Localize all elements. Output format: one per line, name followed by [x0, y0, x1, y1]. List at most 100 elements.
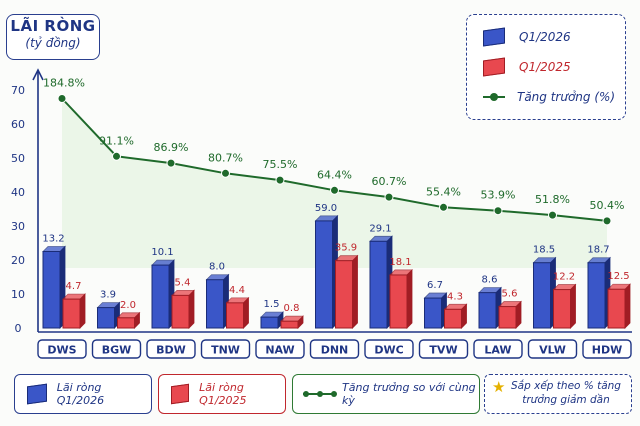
growth-label: 86.9% — [154, 141, 189, 154]
growth-label: 80.7% — [208, 151, 243, 164]
y-tick-label: 20 — [11, 254, 25, 267]
bar-q2026 — [260, 316, 279, 329]
bar-q2026 — [424, 297, 442, 329]
bar-q2026 — [42, 251, 61, 329]
growth-point — [166, 158, 176, 168]
blue-bar-swatch-icon — [27, 383, 47, 405]
category-label: VLW — [539, 344, 566, 357]
data-label-q2026: 1.5 — [264, 299, 280, 310]
data-label-q2026: 59.0 — [315, 203, 337, 214]
data-label-q2025: 4.7 — [66, 281, 82, 292]
category-label: DNN — [321, 344, 349, 357]
y-tick-label: 60 — [11, 118, 25, 131]
data-label-q2025: 4.4 — [229, 285, 245, 296]
bar-q2025 — [498, 306, 517, 329]
growth-point — [330, 185, 339, 195]
star-icon: ★ — [492, 378, 506, 396]
sort-note: Sắp xếp theo % tăng trưởng giảm dần — [511, 380, 621, 406]
chart-title: LÃI RÒNG — [10, 17, 96, 35]
category-box — [527, 339, 578, 359]
y-tick-label: 40 — [11, 186, 25, 199]
data-label-q2026: 8.0 — [209, 262, 225, 273]
green-line-swatch-icon — [483, 93, 505, 101]
bar-q2026 — [206, 279, 224, 329]
bottom-legend-note: ★ Sắp xếp theo % tăng trưởng giảm dần — [484, 374, 632, 414]
data-label-q2026: 18.7 — [587, 245, 609, 256]
bar-q2025 — [607, 288, 626, 329]
category-box — [37, 339, 87, 359]
category-box — [473, 339, 523, 359]
data-label-q2026: 18.5 — [533, 245, 555, 256]
bar-q2026 — [587, 262, 606, 329]
chart-unit: (tỷ đồng) — [25, 36, 81, 50]
bar-q2025 — [171, 294, 190, 329]
data-label-q2025: 0.8 — [284, 303, 300, 314]
growth-label: 75.5% — [263, 158, 298, 171]
bar-q2025-side — [406, 268, 413, 329]
category-box — [418, 339, 469, 359]
category-box — [582, 339, 632, 359]
category-box — [146, 339, 196, 359]
bottom-legend-q2026: Lãi ròng Q1/2026 — [14, 374, 152, 414]
bar-q2025 — [280, 320, 299, 329]
bottom-legend-q2025: Lãi ròng Q1/2025 — [158, 374, 286, 414]
category-label: BDW — [156, 344, 186, 357]
data-label-q2025: 35.9 — [335, 243, 357, 254]
red-bar-swatch-icon — [483, 57, 505, 77]
growth-label: 64.4% — [317, 168, 352, 181]
bar-q2026 — [97, 307, 115, 329]
growth-label: 184.8% — [43, 77, 85, 90]
category-label: BGW — [102, 344, 132, 357]
legend-item-q2025: Q1/2025 — [483, 57, 571, 77]
bar-q2025 — [335, 260, 353, 329]
data-label-q2026: 29.1 — [369, 223, 391, 234]
category-box — [255, 339, 305, 359]
category-box — [364, 339, 414, 359]
growth-point — [221, 168, 230, 178]
growth-label: 91.1% — [99, 134, 134, 147]
growth-point — [439, 202, 448, 212]
y-tick-label: 30 — [11, 220, 25, 233]
bar-q2025-side — [624, 283, 631, 329]
data-label-q2025: 2.0 — [120, 300, 136, 311]
data-label-q2025: 5.4 — [175, 277, 191, 288]
bar-q2025 — [389, 274, 408, 329]
y-tick-label: 10 — [11, 288, 25, 301]
growth-label: 60.7% — [372, 175, 407, 188]
legend-top: Q1/2026 Q1/2025 Tăng trưởng (%) — [466, 14, 626, 120]
bottom-legend-growth: Tăng trưởng so với cùng kỳ — [292, 374, 480, 414]
bar-q2025-side — [352, 254, 358, 329]
data-label-q2026: 8.6 — [482, 275, 498, 286]
chart-title-box: LÃI RÒNG (tỷ đồng) — [6, 14, 100, 60]
growth-label: 51.8% — [535, 193, 570, 206]
data-label-q2026: 3.9 — [100, 290, 116, 301]
category-label: TNW — [211, 344, 240, 357]
data-label-q2026: 13.2 — [42, 234, 64, 245]
bar-q2025 — [226, 302, 244, 329]
category-label: TVW — [429, 344, 457, 357]
growth-label: 53.9% — [481, 189, 516, 202]
y-tick-label: 70 — [11, 84, 25, 97]
category-label: DWS — [47, 344, 76, 357]
y-axis-arrow — [32, 68, 44, 81]
data-label-q2025: 12.2 — [553, 272, 575, 283]
growth-area — [62, 98, 607, 268]
bar-q2025-side — [79, 293, 86, 329]
bar-q2026 — [151, 264, 170, 329]
data-label-q2025: 18.1 — [389, 257, 411, 268]
y-tick-label: 0 — [15, 322, 22, 335]
growth-point — [602, 216, 612, 226]
growth-label: 50.4% — [590, 199, 625, 212]
data-label-q2026: 10.1 — [151, 247, 173, 258]
growth-point — [112, 151, 121, 161]
bar-q2025-side — [188, 289, 195, 329]
bar-q2025 — [62, 298, 81, 329]
category-label: HDW — [592, 344, 622, 357]
bottom-legend-label-q2025: Lãi ròng Q1/2025 — [199, 381, 247, 407]
growth-point — [57, 94, 67, 103]
category-label: NAW — [265, 344, 294, 357]
data-label-q2025: 5.6 — [502, 289, 518, 300]
category-label: LAW — [484, 344, 511, 357]
growth-label: 55.4% — [426, 185, 461, 198]
